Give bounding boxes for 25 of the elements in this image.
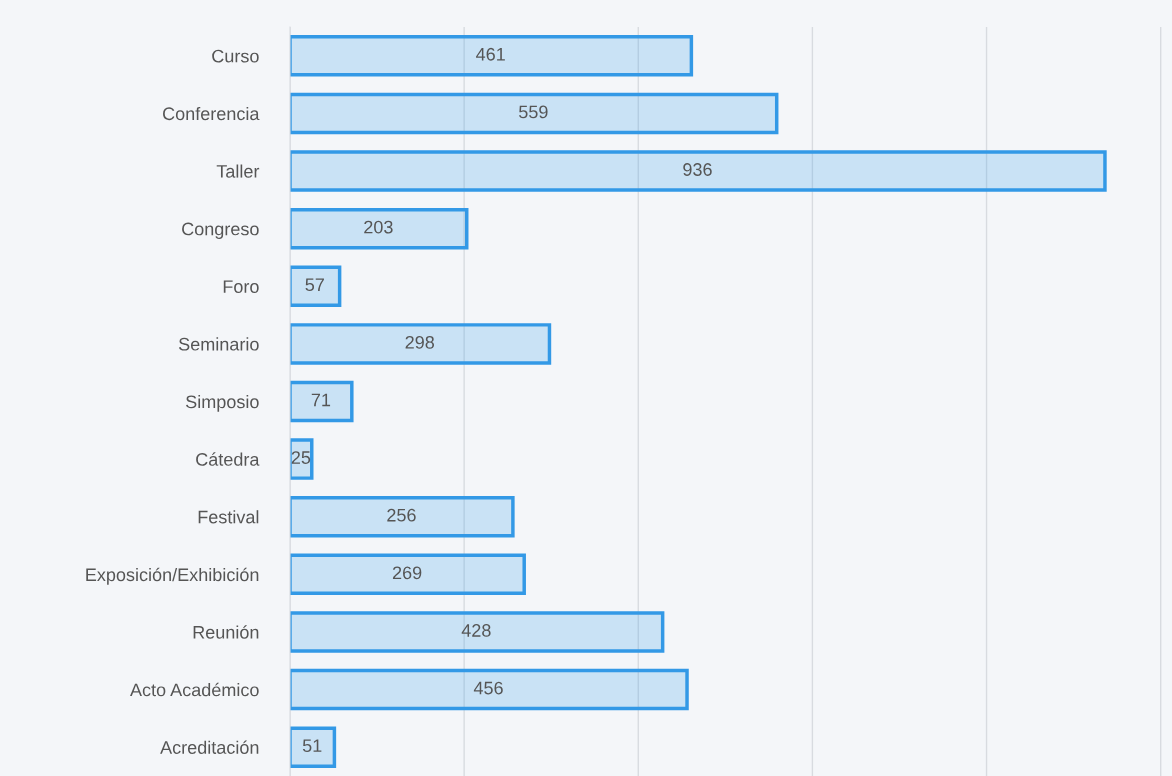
y-tick-label: Acto Académico bbox=[130, 682, 259, 697]
data-label: 203 bbox=[364, 220, 393, 234]
data-label: 269 bbox=[392, 566, 422, 580]
data-label: 298 bbox=[405, 335, 435, 349]
y-tick-label: Festival bbox=[198, 510, 259, 524]
data-label: 51 bbox=[302, 739, 322, 753]
data-label: 256 bbox=[387, 508, 416, 522]
y-tick-label: Exposición/Exhibición bbox=[86, 567, 259, 585]
data-label: 71 bbox=[311, 393, 331, 407]
y-tick-label: Taller bbox=[216, 164, 260, 178]
data-label: 461 bbox=[476, 47, 505, 61]
data-label: 936 bbox=[683, 163, 712, 176]
data-label: 456 bbox=[473, 681, 503, 695]
y-tick-label: Foro bbox=[223, 280, 259, 293]
data-label: 559 bbox=[519, 105, 548, 119]
y-tick-label: Cátedra bbox=[196, 452, 260, 466]
y-tick-label: Simposio bbox=[186, 394, 259, 412]
data-label: 428 bbox=[461, 624, 491, 637]
y-tick-label: Congreso bbox=[182, 222, 259, 239]
y-tick-label: Reunión bbox=[193, 625, 259, 639]
y-tick-label: Conferencia bbox=[163, 106, 260, 121]
y-tick-label: Acreditación bbox=[160, 740, 259, 754]
y-tick-label: Seminario bbox=[178, 337, 259, 351]
y-tick-label: Curso bbox=[212, 49, 259, 63]
data-label: 57 bbox=[305, 278, 324, 292]
